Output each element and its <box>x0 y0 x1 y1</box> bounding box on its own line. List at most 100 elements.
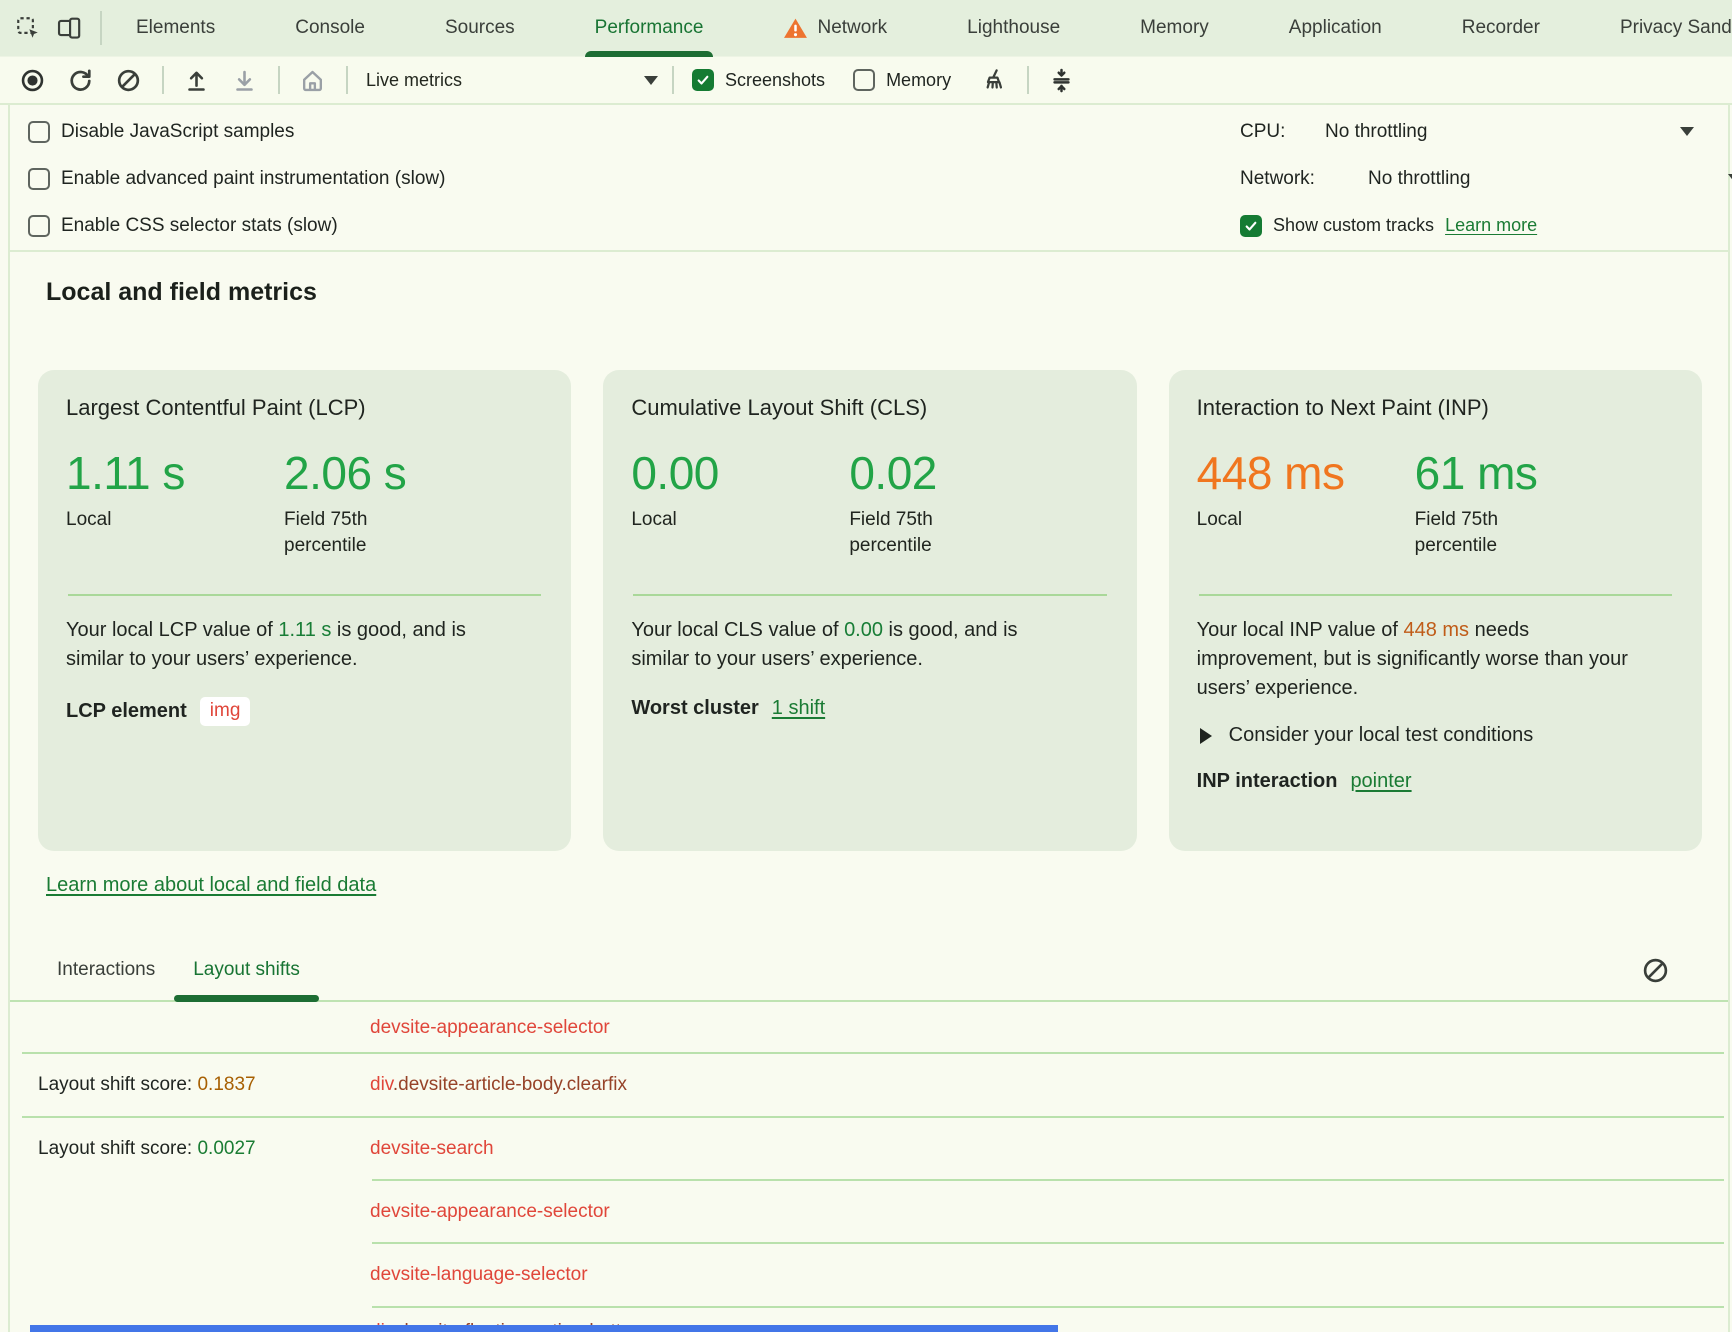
row-separator <box>372 1306 1724 1308</box>
metric-card-title: Largest Contentful Paint (LCP) <box>66 395 366 420</box>
tab-performance[interactable]: Performance <box>583 0 716 57</box>
disable-javascript-samples-toggle[interactable]: Disable JavaScript samples <box>28 108 445 155</box>
collapse-sections-button[interactable] <box>1047 66 1075 94</box>
footer-label: Worst cluster <box>631 697 759 719</box>
tab-recorder[interactable]: Recorder <box>1450 0 1552 57</box>
garbage-collect-button[interactable] <box>979 66 1007 94</box>
custom-tracks-learn-more-link[interactable]: Learn more <box>1445 215 1538 235</box>
logs-tab-interactions[interactable]: Interactions <box>38 940 174 1000</box>
tab-label: Memory <box>1140 17 1209 38</box>
row-separator <box>22 1116 1724 1118</box>
tab-privacy-sand[interactable]: Privacy Sand <box>1608 0 1732 57</box>
cpu-throttling-select[interactable]: CPU: No throttling <box>1240 108 1728 155</box>
score-value: 0.1837 <box>197 1074 256 1095</box>
home-button[interactable] <box>298 66 326 94</box>
learn-more-local-field-link[interactable]: Learn more about local and field data <box>46 874 377 896</box>
tab-sources[interactable]: Sources <box>433 0 527 57</box>
tab-label: Sources <box>444 17 515 38</box>
device-toolbar-icon[interactable] <box>55 14 83 42</box>
cls-local-value: 0.00 <box>631 447 719 499</box>
enable-advanced-paint-instrumentation-slow-checkbox[interactable] <box>28 167 50 190</box>
dropdown-arrow-icon <box>644 75 658 85</box>
inp-footer-link[interactable]: pointer <box>1350 770 1412 792</box>
capture-settings-pane: Disable JavaScript samples Enable advance… <box>10 105 1732 252</box>
tab-memory[interactable]: Memory <box>1128 0 1221 57</box>
clear-log-button[interactable] <box>1641 956 1670 985</box>
metric-description: Your local INP value of 448 ms needs imp… <box>1197 616 1639 703</box>
logs-tab-bar: Interactions Layout shifts <box>10 940 1728 1002</box>
metric-cards: Largest Contentful Paint (LCP) 1.11 s Loca… <box>38 370 1702 851</box>
metric-card-footer: Worst cluster 1 shift <box>631 697 1108 720</box>
layout-shifts-log: devsite-appearance-selector Layout shift … <box>22 1004 1724 1332</box>
screenshots-toggle[interactable]: Screenshots <box>692 69 825 91</box>
dropdown-arrow-icon <box>1680 127 1694 136</box>
memory-toggle[interactable]: Memory <box>853 69 951 91</box>
card-divider <box>633 594 1107 596</box>
cls-footer-link[interactable]: 1 shift <box>771 697 826 719</box>
affected-element-link[interactable]: devsite-appearance-selector <box>370 1201 610 1223</box>
show-custom-tracks-toggle[interactable]: Show custom tracks Learn more <box>1240 202 1728 249</box>
tab-label: Application <box>1288 17 1382 38</box>
layout-shift-row: devsite-appearance-selector <box>22 1181 1724 1242</box>
clear-recording-button[interactable] <box>114 66 142 94</box>
tab-lighthouse[interactable]: Lighthouse <box>955 0 1072 57</box>
affected-element-link[interactable]: devsite-appearance-selector <box>370 1017 610 1039</box>
screenshots-checkbox[interactable] <box>692 69 714 91</box>
layout-shift-row: Layout shift score: 0.1837 div.devsite-ar… <box>22 1054 1724 1116</box>
layout-shift-row: devsite-appearance-selector <box>22 1004 1724 1052</box>
lcp-local-value-block: 1.11 s Local <box>66 448 284 594</box>
show-custom-tracks-label: Show custom tracks <box>1273 215 1435 235</box>
checkbox-label: Enable advanced paint instrumentation (s… <box>61 167 446 189</box>
inspect-element-icon[interactable] <box>14 14 42 42</box>
value-label: Local <box>66 509 112 530</box>
network-throttling-select[interactable]: Network: No throttling <box>1240 155 1732 202</box>
disable-javascript-samples-checkbox[interactable] <box>28 120 50 143</box>
enable-css-selector-stats-slow-toggle[interactable]: Enable CSS selector stats (slow) <box>28 202 445 249</box>
card-divider <box>1198 594 1672 596</box>
description-value: 448 ms <box>1403 619 1470 641</box>
tab-label: Console <box>295 17 365 38</box>
tab-console[interactable]: Console <box>283 0 377 57</box>
logs-tab-label: Layout shifts <box>193 959 300 980</box>
tab-label: Privacy Sand <box>1619 17 1732 38</box>
memory-label: Memory <box>886 69 952 90</box>
metric-description: Your local LCP value of 1.11 s is good, … <box>66 616 498 674</box>
consider-conditions-expander[interactable]: Consider your local test conditions <box>1197 724 1674 747</box>
cpu-label: CPU: <box>1240 120 1286 142</box>
element-link-part: .devsite-article-body.clearfix <box>392 1074 627 1095</box>
enable-advanced-paint-instrumentation-slow-toggle[interactable]: Enable advanced paint instrumentation (s… <box>28 155 445 202</box>
affected-element-link[interactable]: devsite-search <box>370 1138 494 1160</box>
affected-element-link[interactable]: div.devsite-article-body.clearfix <box>370 1074 627 1096</box>
reload-record-button[interactable] <box>66 66 94 94</box>
show-custom-tracks-checkbox[interactable] <box>1240 214 1262 237</box>
row-separator <box>372 1179 1724 1181</box>
value-label: Field 75th percentile <box>1414 509 1499 556</box>
tab-application[interactable]: Application <box>1277 0 1394 57</box>
checkbox-label: Enable CSS selector stats (slow) <box>61 214 338 236</box>
description-value: 1.11 s <box>278 619 332 641</box>
upload-profile-button[interactable] <box>182 66 210 94</box>
card-divider <box>68 594 542 596</box>
toolbar-separator <box>278 66 280 94</box>
description-text: is good, and is similar to your users’ e… <box>631 619 1018 670</box>
logs-tab-layout-shifts[interactable]: Layout shifts <box>174 940 319 1002</box>
blue-highlight-bar <box>30 1325 1058 1332</box>
tab-elements[interactable]: Elements <box>124 0 227 57</box>
lcp-element-chip[interactable]: img <box>199 697 251 726</box>
history-dropdown[interactable]: Live metrics <box>366 70 658 91</box>
value-label: Local <box>631 509 677 530</box>
record-button[interactable] <box>18 66 46 94</box>
inp-local-value-block: 448 ms Local <box>1197 448 1415 594</box>
enable-css-selector-stats-slow-checkbox[interactable] <box>28 214 50 237</box>
layout-shift-score-cell: Layout shift score: 0.1837 <box>22 1074 370 1096</box>
memory-checkbox[interactable] <box>853 69 876 91</box>
cpu-throttling-value: No throttling <box>1325 120 1428 142</box>
clear-icon <box>1643 958 1668 983</box>
download-profile-button[interactable] <box>230 66 258 94</box>
metric-card-footer: LCP element img <box>66 697 543 726</box>
tab-network[interactable]: Network <box>771 0 899 57</box>
panel-frame: Disable JavaScript samples Enable advance… <box>8 105 1732 1332</box>
affected-element-link[interactable]: devsite-language-selector <box>370 1264 588 1286</box>
metric-description: Your local CLS value of 0.00 is good, an… <box>631 616 1077 674</box>
description-text: needs improvement, but is significantly … <box>1196 619 1628 699</box>
